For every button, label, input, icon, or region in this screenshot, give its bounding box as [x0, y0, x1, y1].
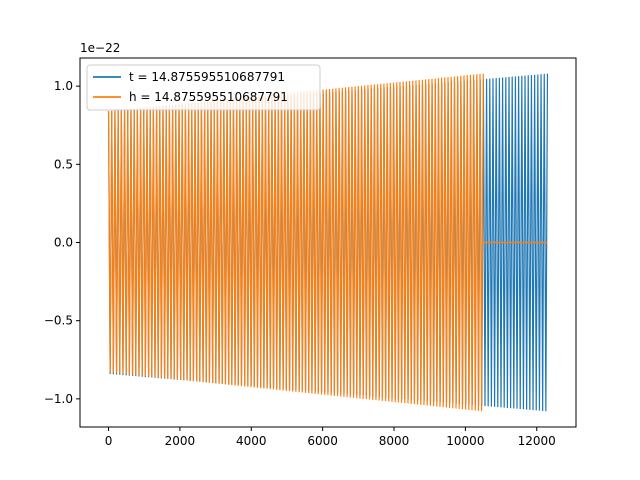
y-tick-label: 0.0 — [54, 236, 73, 250]
x-tick-label: 8000 — [379, 434, 410, 448]
legend: t = 14.875595510687791 h = 14.87559551068… — [86, 64, 321, 111]
legend-label: h = 14.875595510687791 — [129, 90, 288, 104]
x-tick-label: 0 — [105, 434, 113, 448]
y-tick-label: 1.0 — [54, 79, 73, 93]
series-2-line — [107, 73, 484, 412]
legend-label: t = 14.875595510687791 — [129, 70, 285, 84]
x-axis: 0 2000 4000 6000 8000 10000 12000 — [105, 427, 556, 448]
x-tick-label: 2000 — [165, 434, 196, 448]
series-layer — [107, 73, 549, 412]
x-tick-label: 10000 — [446, 434, 484, 448]
y-tick-label: 0.5 — [54, 157, 73, 171]
series-2 — [107, 73, 548, 412]
x-tick-label: 6000 — [307, 434, 338, 448]
y-offset-label: 1e−22 — [80, 41, 120, 55]
y-tick-label: −1.0 — [44, 392, 73, 406]
y-axis: −1.0 −0.5 0.0 0.5 1.0 — [44, 79, 80, 406]
y-tick-label: −0.5 — [44, 314, 73, 328]
x-tick-label: 4000 — [236, 434, 267, 448]
legend-box — [86, 64, 321, 111]
x-tick-label: 12000 — [518, 434, 556, 448]
